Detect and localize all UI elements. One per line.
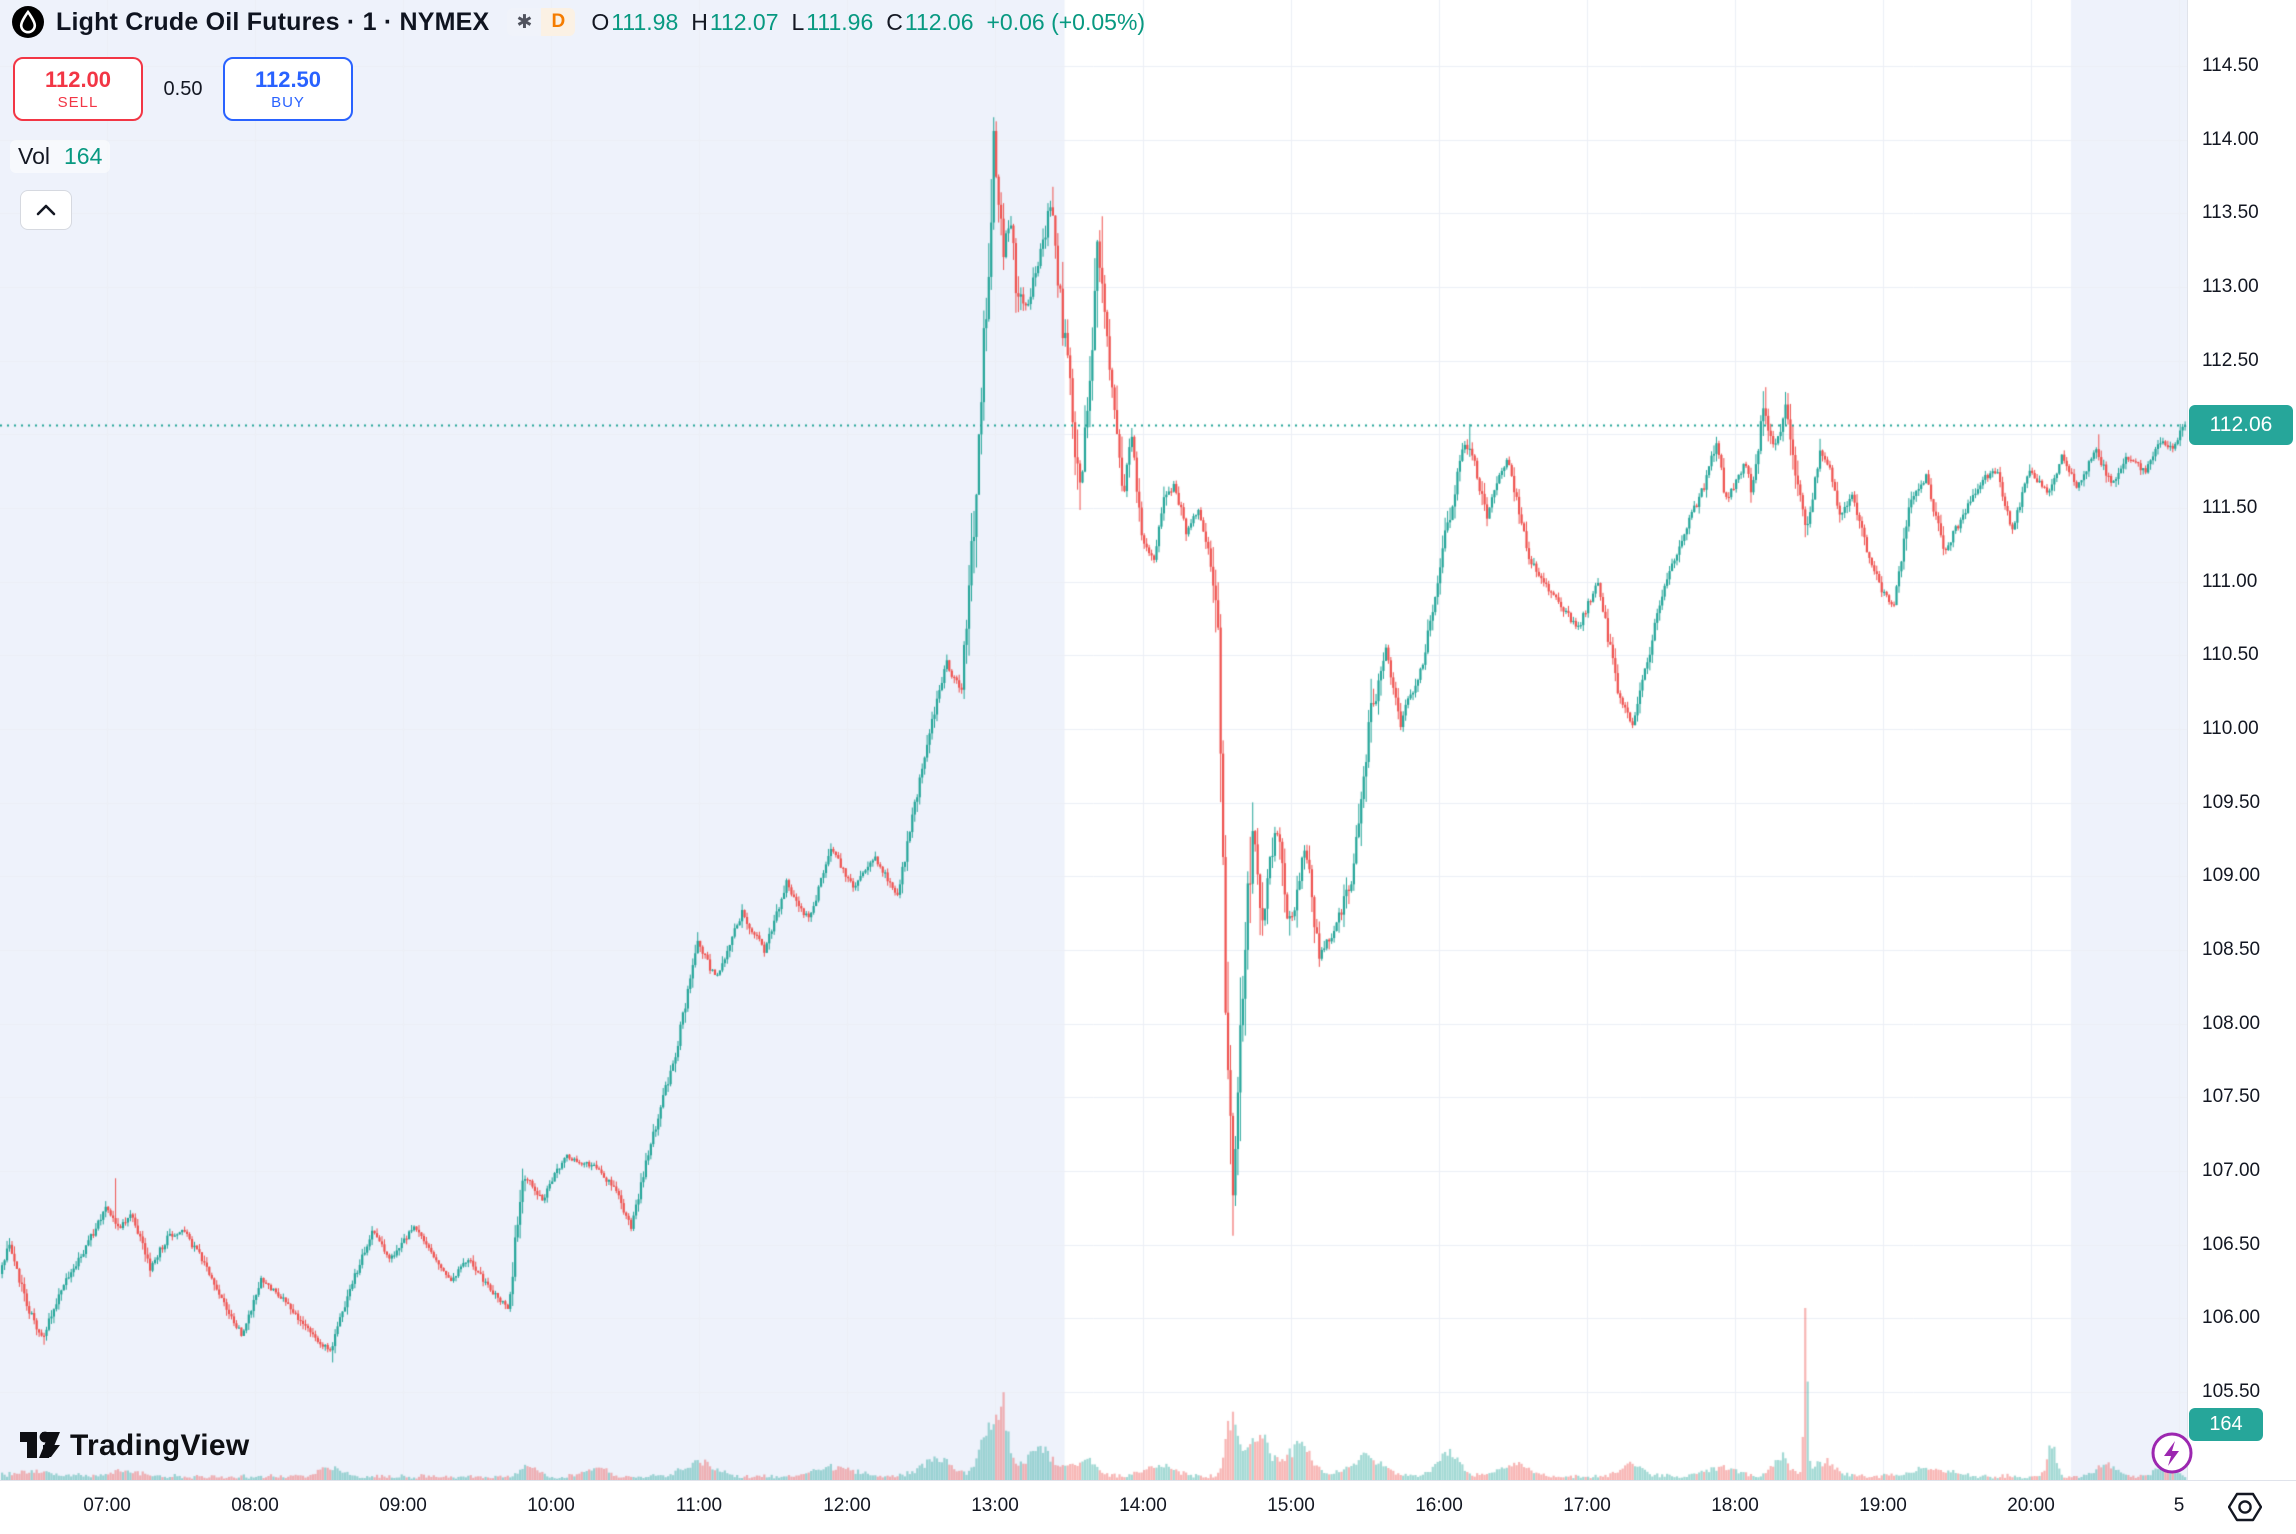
price-axis-label: 105.50 (2202, 1380, 2261, 1402)
chevron-up-icon (36, 204, 56, 216)
collapse-legend-button[interactable] (20, 190, 72, 230)
buy-price: 112.50 (254, 66, 322, 92)
price-axis-label: 114.50 (2202, 55, 2259, 76)
time-axis-label: 08:00 (231, 1495, 279, 1516)
time-axis-label: 07:00 (83, 1495, 131, 1516)
asterisk-badge-icon[interactable]: ✱ (507, 8, 542, 36)
price-axis-label: 113.00 (2202, 275, 2259, 297)
time-axis-label: 13:00 (971, 1495, 1019, 1516)
time-axis-label: 09:00 (379, 1495, 427, 1516)
volume-value-tag: 164 (2189, 1408, 2263, 1441)
time-axis-label: 19:00 (1859, 1495, 1907, 1516)
price-axis-label: 107.00 (2202, 1159, 2261, 1181)
price-axis-label: 106.50 (2202, 1233, 2261, 1255)
time-axis-label: 14:00 (1119, 1495, 1167, 1516)
spread-value: 0.50 (163, 77, 203, 100)
symbol-title[interactable]: Light Crude Oil Futures · 1 · NYMEX (56, 7, 490, 36)
price-axis-label: 109.00 (2202, 865, 2261, 887)
time-axis-label: 18:00 (1711, 1495, 1759, 1516)
time-axis-label: 17:00 (1563, 1495, 1611, 1516)
oil-drop-icon (12, 6, 44, 38)
price-axis-label: 107.50 (2202, 1086, 2261, 1108)
buy-label: BUY (271, 94, 305, 112)
time-axis-label: 16:00 (1415, 1495, 1463, 1516)
low-value: 111.96 (806, 8, 874, 35)
price-axis[interactable]: 114.50 114.00 113.50 113.00 112.50 111.50 111.… (2187, 0, 2296, 1480)
sell-price: 112.00 (44, 66, 112, 92)
buy-button[interactable]: 112.50 BUY (223, 57, 353, 121)
symbol-badges[interactable]: ✱ D (507, 8, 576, 36)
time-axis-label: 15:00 (1267, 1495, 1315, 1516)
gear-icon[interactable] (2228, 1491, 2262, 1523)
lightning-icon[interactable] (2150, 1431, 2194, 1475)
change-value: +0.06 (+0.05%) (986, 8, 1146, 35)
price-axis-label: 111.50 (2202, 496, 2258, 518)
price-axis-label: 114.00 (2202, 128, 2259, 150)
volume-legend[interactable]: Vol 164 (10, 140, 111, 173)
tradingview-logo-icon (20, 1431, 60, 1458)
high-label: H (691, 8, 708, 35)
price-axis-label: 113.50 (2202, 202, 2259, 224)
time-axis-label: 20:00 (2007, 1495, 2055, 1516)
time-axis-label: 10:00 (527, 1495, 575, 1516)
price-axis-label: 112.50 (2202, 349, 2259, 371)
ohlc-values: O 111.98 H 112.07 L 111.96 C 112.06 +0.06 (+… (591, 9, 1145, 36)
price-axis-label: 109.50 (2202, 791, 2261, 813)
open-value: 111.98 (611, 8, 679, 35)
price-axis-label: 106.00 (2202, 1307, 2261, 1329)
tradingview-logo-text: TradingView (70, 1429, 250, 1462)
price-axis-label: 110.50 (2202, 644, 2259, 666)
sell-label: SELL (57, 94, 99, 112)
volume-value: 164 (63, 143, 103, 169)
time-axis-label: 11:00 (675, 1495, 723, 1516)
tradingview-watermark[interactable]: TradingView (18, 1426, 249, 1466)
low-label: L (791, 8, 805, 35)
high-value: 112.07 (709, 8, 779, 35)
time-axis[interactable]: 07:00 08:00 09:00 10:00 11:00 12:00 13:00 14:00… (0, 1480, 2296, 1534)
timeframe-badge[interactable]: D (541, 8, 576, 36)
price-axis-label: 111.00 (2202, 570, 2258, 592)
chart-pane (0, 0, 2187, 1480)
symbol-header: Light Crude Oil Futures · 1 · NYMEX ✱ D … (12, 5, 1145, 39)
price-axis-label: 110.00 (2202, 717, 2259, 739)
time-axis-label: 5 (2173, 1495, 2185, 1516)
price-axis-label: 108.00 (2202, 1012, 2261, 1034)
volume-label: Vol (18, 143, 50, 169)
close-value: 112.06 (904, 8, 974, 35)
open-label: O (591, 8, 610, 35)
price-axis-label: 108.50 (2202, 938, 2261, 960)
sell-button[interactable]: 112.00 SELL (13, 57, 143, 121)
last-price-tag: 112.06 (2189, 405, 2293, 446)
close-label: C (886, 8, 903, 35)
time-axis-label: 12:00 (823, 1495, 871, 1516)
trade-widget: 112.00 SELL 0.50 112.50 BUY (13, 57, 353, 121)
candlestick-chart[interactable] (0, 0, 2187, 1480)
